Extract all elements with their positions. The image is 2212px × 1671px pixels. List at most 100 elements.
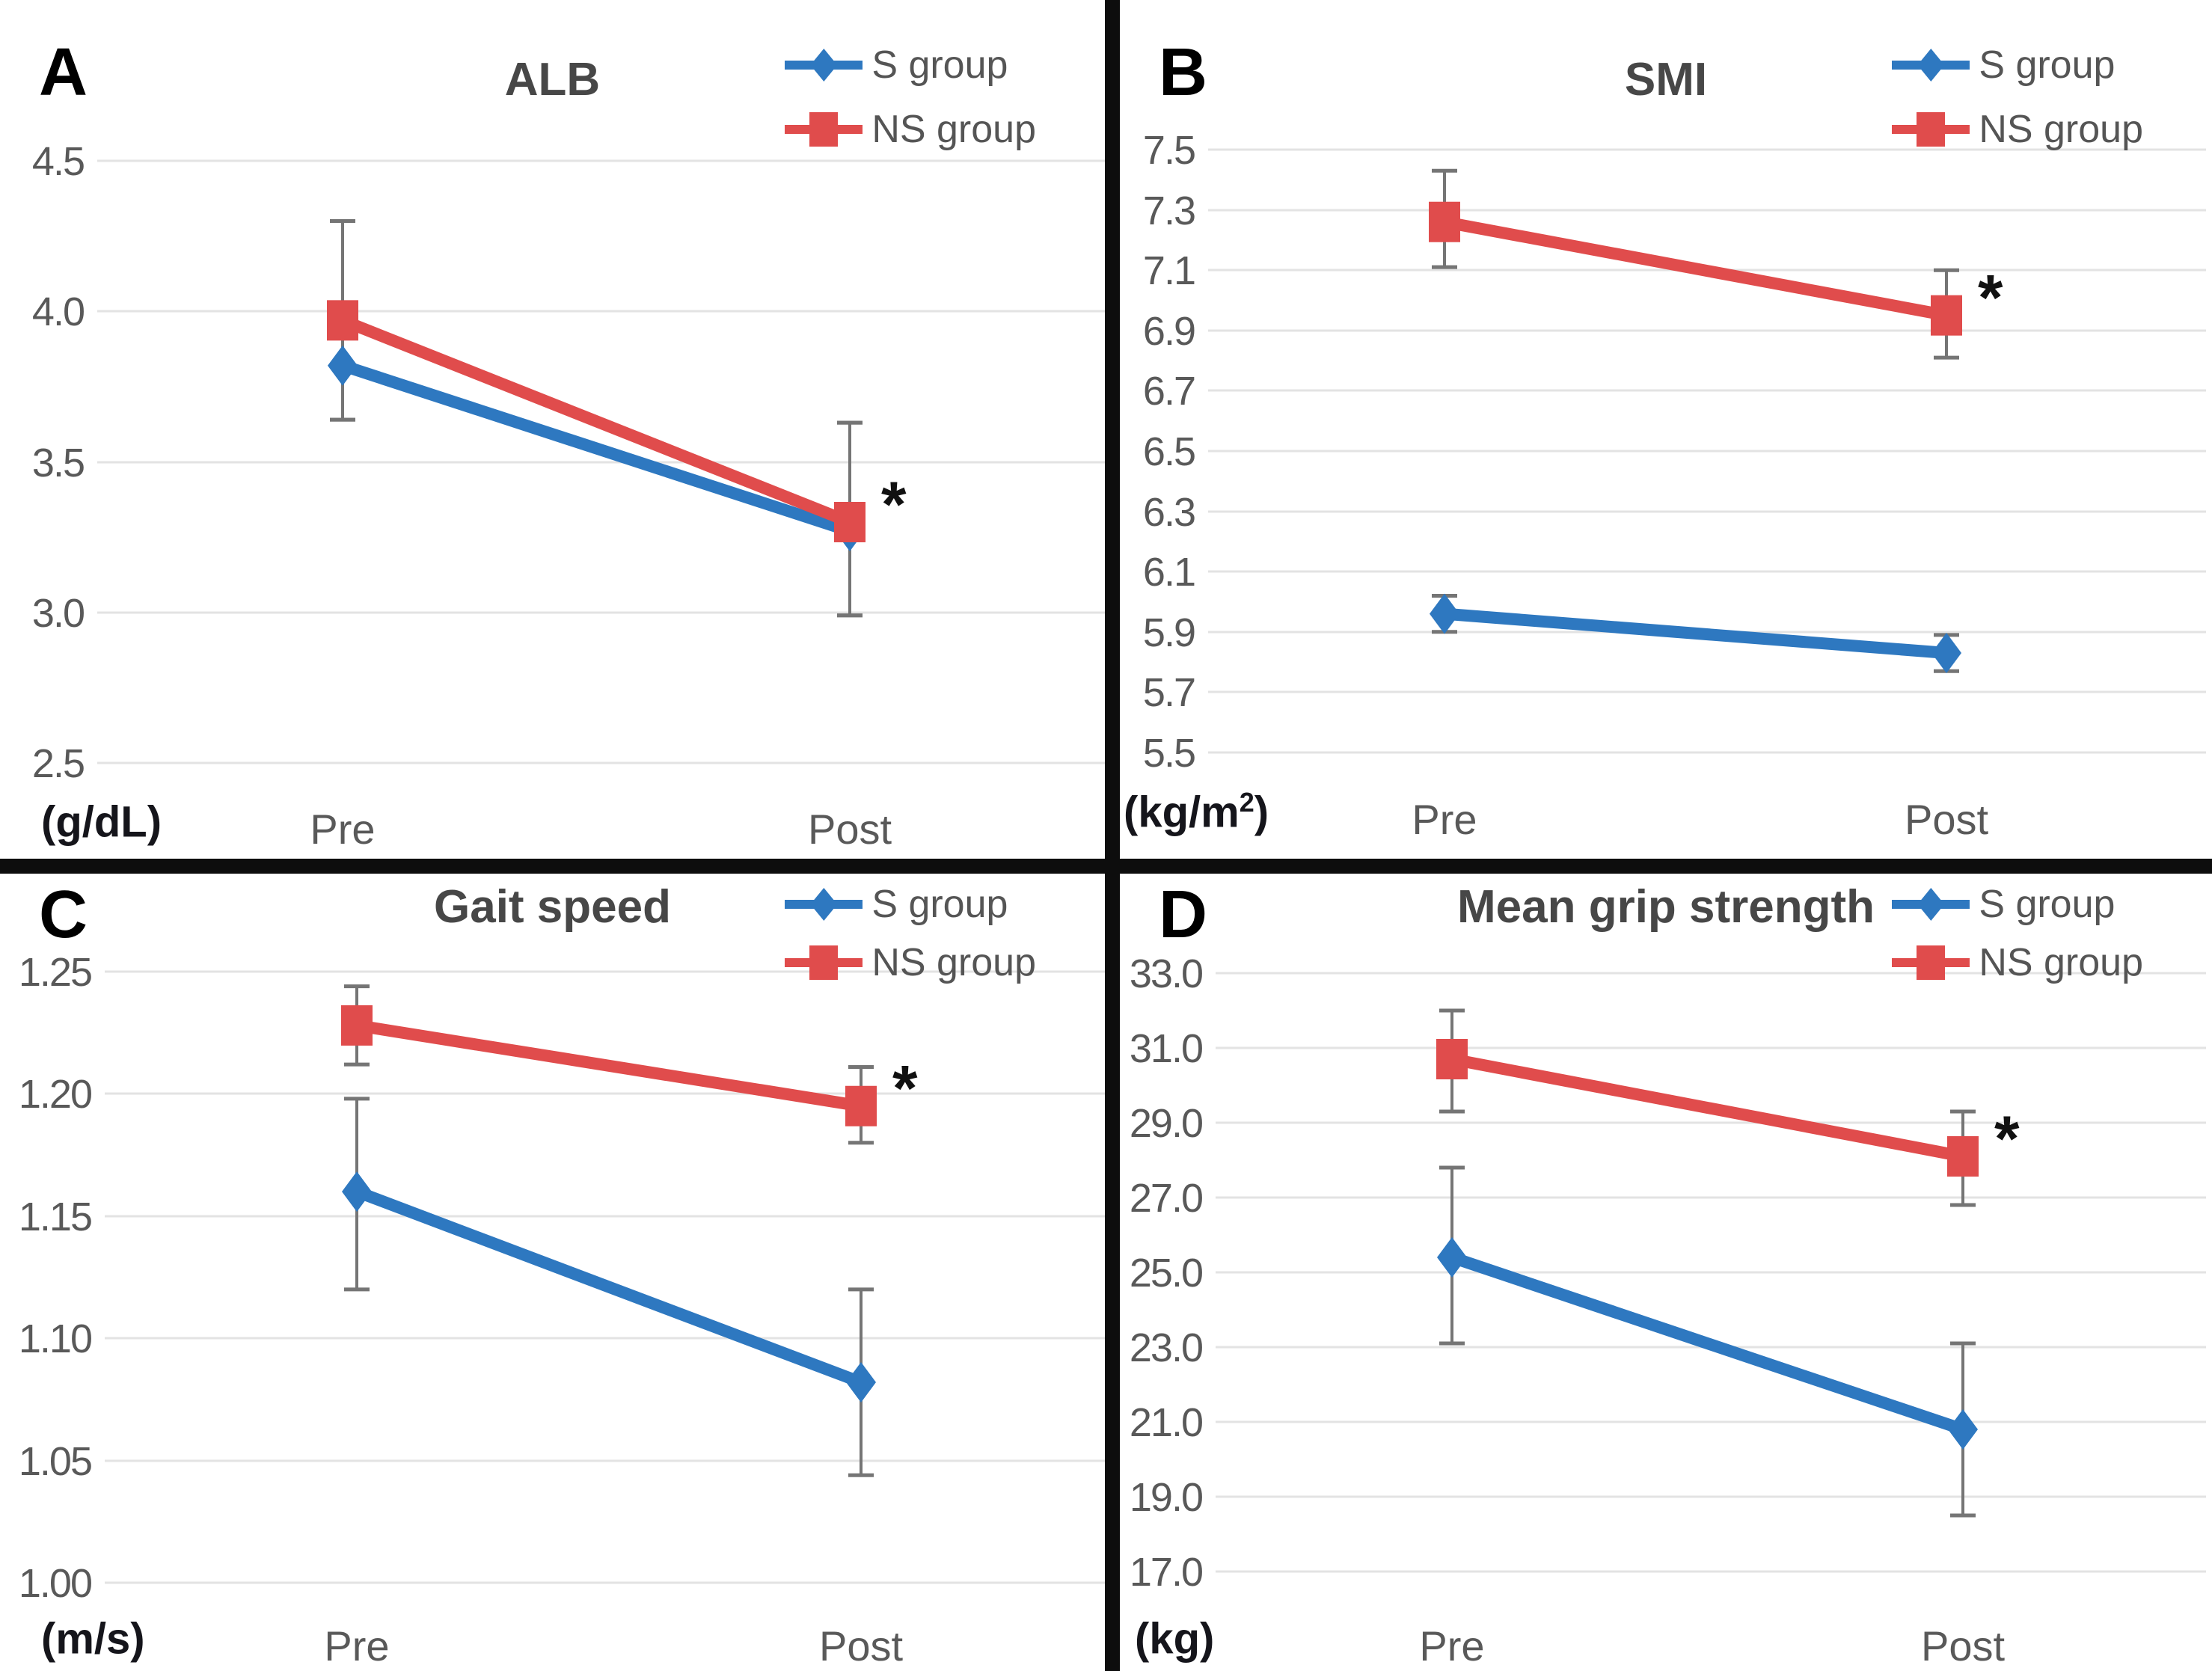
y-tick-label: 6.1 [1143, 550, 1195, 595]
significance-star: * [1978, 263, 2003, 334]
series-line-s-group [355, 1186, 863, 1388]
panel-smi: 7.5 7.3 7.1 6.9 6.7 6.5 6.3 6.1 5.9 5.7 5.5 Pre Post… [1120, 0, 2212, 859]
chart-canvas: 4.5 4.0 3.5 3.0 2.5 Pre Post * [32, 139, 1105, 853]
y-tick-label: 25.0 [1130, 1251, 1202, 1296]
chart-title: Mean grip strength [1456, 881, 1875, 933]
marker-square [327, 300, 358, 341]
diamond-marker-icon [1917, 888, 1945, 921]
significance-star: * [892, 1053, 918, 1125]
s-group-line-sample [785, 883, 863, 925]
s-group-line-sample [785, 44, 863, 86]
chart-title: SMI [1624, 54, 1708, 105]
legend-item-ns-group: NS group [1892, 933, 2143, 992]
chart-canvas: 7.5 7.3 7.1 6.9 6.7 6.5 6.3 6.1 5.9 5.7 5.5 Pre Post… [1143, 128, 2206, 843]
legend-item-ns-group: NS group [1892, 97, 2143, 162]
series-line-ns-group [1443, 215, 1948, 322]
marker-square [1947, 1136, 1979, 1177]
y-tick-label: 5.5 [1143, 731, 1195, 776]
y-tick-label: 3.5 [32, 441, 84, 485]
significance-star: * [881, 469, 907, 541]
y-tick-label: 31.0 [1130, 1026, 1202, 1071]
marker-diamond [1948, 1409, 1978, 1450]
x-label-post: Post [1905, 796, 1988, 843]
legend: S group NS group [785, 33, 1036, 162]
y-tick-label: 1.05 [19, 1439, 91, 1484]
legend: S group NS group [1892, 33, 2143, 162]
y-axis-unit: (g/dL) [41, 797, 162, 847]
marker-diamond [1430, 593, 1459, 634]
marker-diamond [1437, 1237, 1467, 1278]
panel-letter: D [1159, 877, 1207, 952]
series-line-s-group [1450, 1251, 1965, 1435]
y-tick-label: 4.0 [32, 289, 84, 334]
y-tick-label: 7.3 [1143, 188, 1195, 233]
y-tick-label: 27.0 [1130, 1176, 1202, 1221]
ns-group-line-sample [1892, 108, 1970, 150]
plot-area-grip-strength: 33.0 31.0 29.0 27.0 25.0 23.0 21.0 19.0 17.0 Pre P… [1120, 874, 2212, 1671]
ns-group-line-sample [785, 942, 863, 984]
y-tick-label: 4.5 [32, 139, 84, 184]
legend-item-s-group: S group [1892, 875, 2143, 933]
y-tick-label: 17.0 [1130, 1550, 1202, 1595]
square-marker-icon [809, 112, 839, 147]
diamond-marker-icon [810, 888, 838, 921]
series-line-s-group [340, 360, 852, 537]
chart-title: ALB [504, 54, 601, 105]
marker-square [341, 1005, 373, 1046]
legend-label: S group [871, 883, 1008, 926]
y-tick-label: 21.0 [1130, 1400, 1202, 1445]
plot-area-gait-speed: 1.25 1.20 1.15 1.10 1.05 1.00 Pre Post * [0, 874, 1105, 1671]
panel-divider-vertical [1105, 0, 1120, 1671]
marker-square [1436, 1039, 1468, 1079]
panel-gait-speed: 1.25 1.20 1.15 1.10 1.05 1.00 Pre Post * C Gait … [0, 874, 1105, 1671]
y-tick-label: 33.0 [1130, 951, 1202, 996]
legend-item-ns-group: NS group [785, 933, 1036, 992]
y-tick-label: 6.7 [1143, 369, 1195, 414]
panel-letter: A [39, 35, 88, 110]
marker-square [1429, 201, 1460, 242]
series-line-ns-group [355, 1019, 863, 1112]
y-tick-label: 6.5 [1143, 429, 1195, 474]
series-line-ns-group [1450, 1053, 1964, 1162]
chart-title: Gait speed [434, 881, 671, 933]
x-label-pre: Pre [324, 1622, 389, 1670]
chart-canvas: 33.0 31.0 29.0 27.0 25.0 23.0 21.0 19.0 17.0 Pre P… [1130, 951, 2206, 1670]
legend-label: S group [871, 43, 1008, 87]
legend-label: NS group [1979, 108, 2143, 151]
panel-grip-strength: 33.0 31.0 29.0 27.0 25.0 23.0 21.0 19.0 17.0 Pre P… [1120, 874, 2212, 1671]
marker-diamond [846, 1362, 876, 1403]
y-tick-label: 7.5 [1143, 128, 1195, 173]
y-axis-unit: (kg) [1135, 1614, 1215, 1664]
y-tick-label: 2.5 [32, 741, 84, 786]
y-tick-label: 19.0 [1130, 1475, 1202, 1520]
y-tick-label: 5.7 [1143, 670, 1195, 715]
panel-divider-horizontal [0, 859, 2212, 874]
legend-item-s-group: S group [785, 875, 1036, 933]
ns-group-line-sample [1892, 942, 1970, 984]
x-label-pre: Pre [310, 806, 375, 853]
x-label-pre: Pre [1412, 796, 1477, 843]
x-label-post: Post [1921, 1622, 2005, 1670]
legend: S group NS group [785, 875, 1036, 992]
y-axis-unit: (kg/m2) [1124, 787, 1269, 837]
legend-label: NS group [871, 941, 1036, 984]
legend: S group NS group [1892, 875, 2143, 992]
legend-item-ns-group: NS group [785, 97, 1036, 162]
legend-label: S group [1979, 883, 2116, 926]
ns-group-line-sample [785, 108, 863, 150]
marker-diamond [1931, 633, 1961, 674]
y-tick-label: 1.20 [19, 1072, 91, 1117]
y-tick-label: 6.9 [1143, 309, 1195, 354]
marker-diamond [328, 345, 358, 386]
diamond-marker-icon [810, 49, 838, 82]
square-marker-icon [809, 945, 839, 980]
x-label-post: Post [808, 806, 892, 853]
x-label-pre: Pre [1419, 1622, 1484, 1670]
significance-star: * [1994, 1103, 2020, 1175]
chart-canvas: 1.25 1.20 1.15 1.10 1.05 1.00 Pre Post * [19, 950, 1105, 1670]
panel-letter: B [1159, 35, 1207, 110]
series-line-s-group [1444, 607, 1947, 659]
diamond-marker-icon [1917, 49, 1945, 82]
plot-area-smi: 7.5 7.3 7.1 6.9 6.7 6.5 6.3 6.1 5.9 5.7 5.5 Pre Post… [1120, 0, 2212, 859]
